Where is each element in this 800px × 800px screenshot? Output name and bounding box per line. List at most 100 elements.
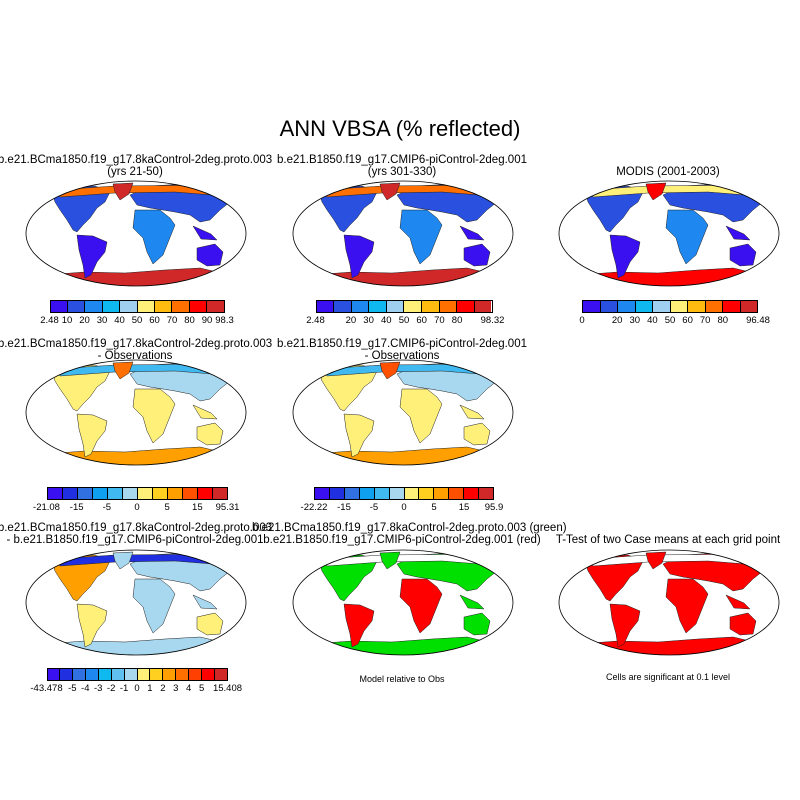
colorbar-swatch <box>73 669 87 680</box>
panel-title: b.e21.BCma1850.f19_g17.8kaControl-2deg.p… <box>0 338 285 362</box>
colorbar-swatch <box>439 301 458 312</box>
landmass-islands <box>459 225 485 241</box>
landmass-islands <box>192 594 218 610</box>
colorbar-swatch <box>137 488 153 499</box>
panel-title-line: b.e21.B1850.f19_g17.CMIP6-piControl-2deg… <box>277 338 527 350</box>
colorbar-label: 80 <box>451 315 463 326</box>
map-border <box>25 549 247 656</box>
panel-title: b.e21.BCma1850.f19_g17.8kaControl-2deg.p… <box>0 154 285 178</box>
colorbar-label: 90 <box>201 315 213 326</box>
colorbar-label: 70 <box>434 315 445 326</box>
panel-title-line: b.e21.BCma1850.f19_g17.8kaControl-2deg.p… <box>252 522 567 534</box>
panel-title-line: b.e21.BCma1850.f19_g17.8kaControl-2deg.p… <box>0 338 273 350</box>
colorbar-swatch <box>457 301 475 312</box>
landmass-greenland <box>379 361 401 380</box>
colorbar-swatch <box>374 488 390 499</box>
world-map <box>292 180 514 287</box>
landmass-aus <box>196 422 224 446</box>
map-border <box>292 180 514 287</box>
colorbar-label: 15 <box>458 502 470 513</box>
map-border <box>292 549 514 656</box>
colorbar-swatch <box>359 488 375 499</box>
colorbar-swatch <box>92 488 108 499</box>
colorbar-swatch <box>386 301 405 312</box>
landmass-greenland <box>645 182 667 201</box>
colorbar-swatch <box>167 488 183 499</box>
colorbar-swatch <box>618 301 636 312</box>
colorbar-swatch <box>369 301 387 312</box>
colorbar-label: 0 <box>134 502 140 513</box>
colorbar-swatch <box>404 301 423 312</box>
colorbar-label: 0 <box>579 315 585 326</box>
world-map <box>25 180 247 287</box>
panel-title-line: - Observations <box>97 350 173 362</box>
landmass-africa <box>399 388 443 444</box>
colorbar-label: 10 <box>61 315 73 326</box>
colorbar-swatch <box>316 301 335 312</box>
colorbar-swatch <box>152 488 168 499</box>
panel-title-line: (yrs 21-50) <box>107 166 163 178</box>
colorbar-swatch <box>351 301 370 312</box>
panel-title-line: b.e21.B1850.f19_g17.CMIP6-piControl-2deg… <box>263 534 541 546</box>
landmass-greenland <box>112 551 134 570</box>
landmass-ant <box>44 636 218 655</box>
colorbar-swatch <box>479 488 494 499</box>
colorbar-swatch <box>449 488 465 499</box>
colorbar <box>314 487 494 500</box>
landmass-ant <box>311 446 485 465</box>
colorbar-label: 15.408 <box>212 683 243 694</box>
colorbar-swatch <box>207 301 224 312</box>
colorbar-swatch <box>120 301 138 312</box>
panel-title: b.e21.B1850.f19_g17.CMIP6-piControl-2deg… <box>252 154 552 178</box>
colorbar-swatch <box>600 301 618 312</box>
colorbar-swatch <box>419 488 435 499</box>
landmass-africa <box>132 209 176 265</box>
colorbar-swatch <box>176 669 189 680</box>
colorbar-swatch <box>102 301 121 312</box>
colorbar-label: 98.32 <box>480 315 505 326</box>
colorbar-swatch <box>172 301 190 312</box>
panel-title-line: T-Test of two Case means at each grid po… <box>555 534 781 546</box>
colorbar-swatch <box>474 301 492 312</box>
colorbar-label: 95.31 <box>215 502 240 513</box>
colorbar-label: -4 <box>81 683 90 694</box>
colorbar-swatch <box>344 488 360 499</box>
colorbar-swatch <box>137 301 155 312</box>
colorbar-label: 1 <box>147 683 153 694</box>
colorbar-swatch <box>214 669 227 680</box>
colorbar-swatch <box>740 301 757 312</box>
colorbar-label: 80 <box>717 315 729 326</box>
landmass-greenland <box>112 361 134 380</box>
colorbar-swatch <box>163 669 177 680</box>
colorbar-swatch <box>705 301 723 312</box>
landmass-aus <box>463 422 491 446</box>
world-map <box>558 549 780 656</box>
panel-note: Model relative to Obs <box>359 674 445 684</box>
map-border <box>25 180 247 287</box>
landmass-sa <box>343 234 375 279</box>
colorbar-label: -3 <box>93 683 103 694</box>
colorbar-label: 60 <box>416 315 427 326</box>
colorbar-swatch <box>188 669 202 680</box>
landmass-aus <box>463 612 491 636</box>
colorbar-swatch <box>422 301 440 312</box>
colorbar-swatch <box>122 488 138 499</box>
landmass-ant <box>311 267 485 286</box>
colorbar-swatch <box>404 488 420 499</box>
panel-title: T-Test of two Case means at each grid po… <box>518 534 800 546</box>
panel-title: MODIS (2001-2003) <box>518 166 800 178</box>
colorbar-label: -5 <box>68 683 77 694</box>
colorbar-label: 20 <box>79 315 90 326</box>
landmass-aus <box>463 243 491 267</box>
colorbar-label: 70 <box>699 315 711 326</box>
colorbar-swatch <box>670 301 688 312</box>
landmass-africa <box>399 209 443 265</box>
colorbar-swatch <box>47 669 61 680</box>
colorbar-swatch <box>329 488 345 499</box>
colorbar-swatch <box>150 669 164 680</box>
panel-title-line: b.e21.BCma1850.f19_g17.8kaControl-2deg.p… <box>0 154 273 166</box>
landmass-sa <box>76 234 108 279</box>
colorbar-label: 30 <box>363 315 374 326</box>
world-map <box>25 549 247 656</box>
colorbar-swatch <box>85 301 103 312</box>
